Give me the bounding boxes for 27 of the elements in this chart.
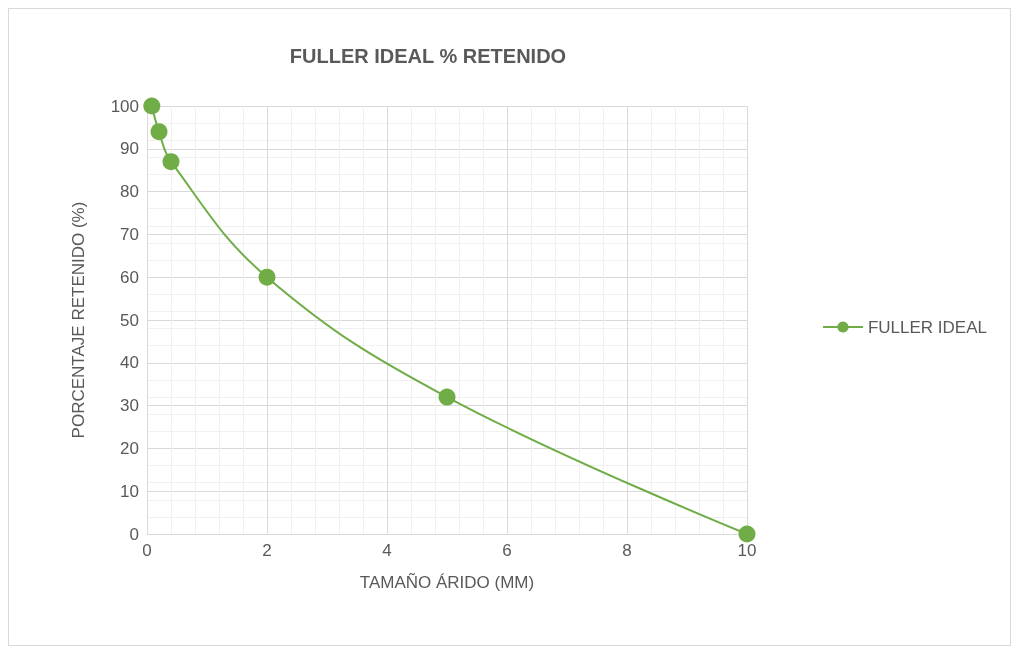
chart-title: FULLER IDEAL % RETENIDO	[289, 45, 567, 67]
y-tick-label: 80	[120, 182, 139, 202]
point	[150, 123, 168, 141]
y-axis-title: PORCENTAJE RETENIDO (%)	[69, 201, 88, 439]
y-tick-label: 0	[129, 524, 139, 544]
x-tick-label: 4	[382, 541, 392, 560]
y-tick-label: 70	[120, 224, 139, 244]
point	[438, 388, 456, 406]
y-tick-label: 50	[120, 310, 139, 330]
y-tick-label: 20	[120, 438, 139, 458]
x-tick-label: 2	[262, 541, 272, 560]
y-tick-label: 60	[120, 267, 139, 287]
y-tick-label: 10	[120, 481, 139, 501]
x-tick-label: 6	[502, 541, 512, 560]
x-tick-label: 10	[737, 541, 757, 560]
x-tick-label: 8	[622, 541, 632, 560]
y-tick-label: 90	[120, 139, 139, 159]
x-tick-label: 0	[142, 541, 152, 560]
legend-label: FULLER IDEAL	[867, 317, 988, 337]
point	[258, 268, 276, 286]
point	[738, 525, 756, 543]
y-tick-label: 30	[120, 396, 139, 416]
x-axis-title: TAMAÑO ÁRIDO (MM)	[359, 573, 535, 592]
point	[162, 153, 180, 171]
point	[143, 97, 161, 115]
y-tick-label: 100	[110, 96, 139, 116]
y-tick-label: 40	[120, 353, 139, 373]
